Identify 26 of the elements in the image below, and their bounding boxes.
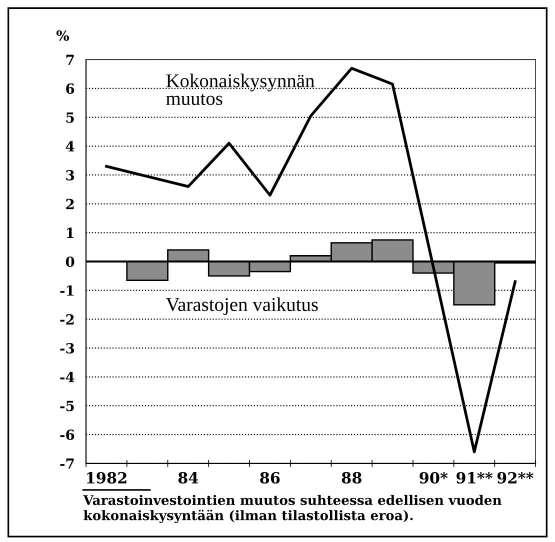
x-tick-label: 88	[342, 472, 362, 484]
y-tick-label: -6	[60, 430, 74, 440]
y-tick-label: 0	[66, 256, 74, 267]
x-tick-label: 91**	[456, 472, 493, 484]
x-tick-label: 92**	[497, 472, 534, 484]
y-tick-label: -7	[60, 458, 74, 469]
y-tick-label: 3	[66, 170, 74, 180]
text: Varastoinvestointien muutos suhteessa edellisen vuoden kokonaiskysyntään (ilman tilastollista eroa).	[83, 494, 502, 524]
y-tick-label: 1	[66, 228, 74, 238]
x-tick-label: 84	[178, 472, 198, 484]
y-tick-label: -1	[60, 285, 74, 296]
y-tick-label: -5	[60, 400, 74, 412]
y-tick-label: 6	[66, 83, 74, 94]
y-tick-label: -2	[60, 314, 74, 324]
series-label: Kokonaiskysynnän muutos	[166, 74, 314, 106]
y-tick-label: 5	[66, 112, 74, 123]
series-label: Varastojen vaikutus	[166, 297, 318, 316]
x-tick-label: 1982	[87, 472, 126, 484]
y-tick-label: 2	[66, 198, 74, 210]
y-tick-label: -3	[60, 343, 74, 354]
y-tick-label: 4	[66, 141, 74, 152]
x-tick-label: 90*	[420, 472, 448, 484]
y-tick-label: 7	[66, 54, 74, 65]
x-tick-label: 86	[260, 472, 280, 484]
y-axis-title: %	[56, 30, 70, 41]
y-tick-label: -4	[60, 372, 74, 382]
